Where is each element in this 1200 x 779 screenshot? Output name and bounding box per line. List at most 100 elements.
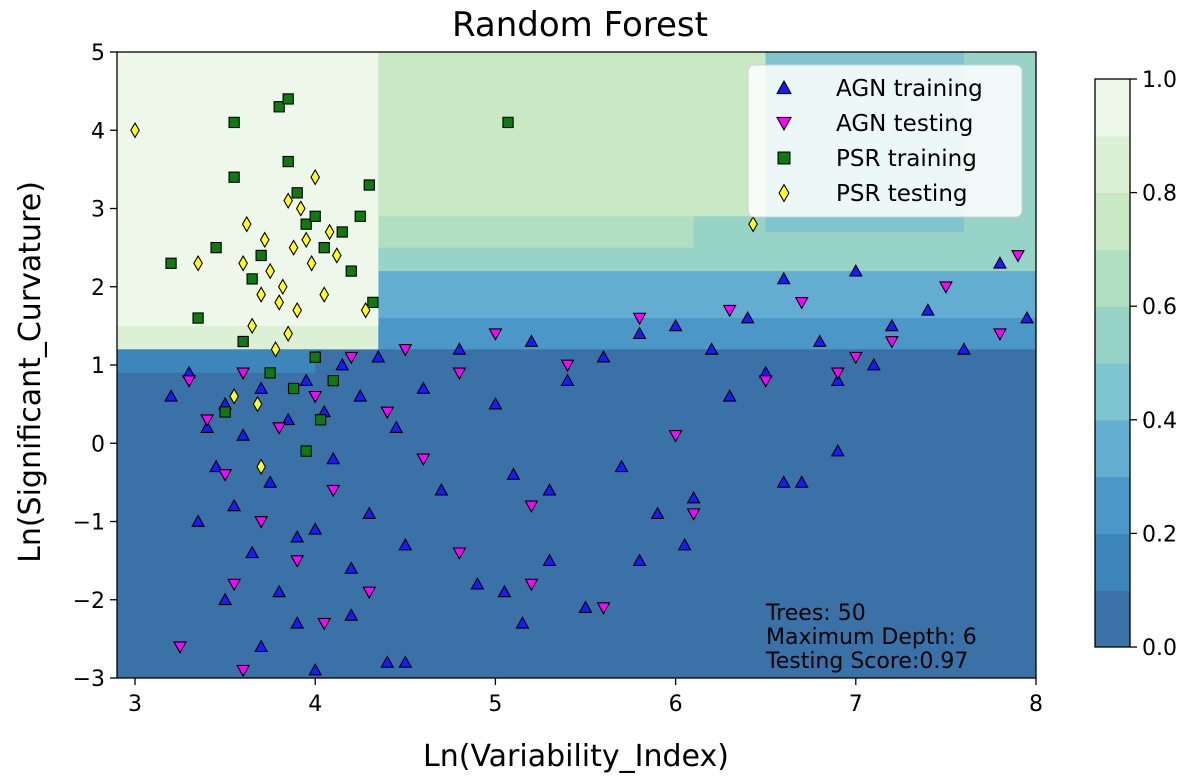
agn-testing-point bbox=[632, 312, 647, 326]
colorbar bbox=[1095, 79, 1130, 648]
psr-training-point bbox=[210, 241, 222, 254]
psr-training-point bbox=[219, 406, 231, 418]
agn-training-point bbox=[398, 655, 413, 668]
legend-label-agn-training: AGN training bbox=[836, 76, 983, 102]
agn-training-point bbox=[740, 310, 755, 324]
colorbar-level bbox=[1095, 135, 1130, 194]
psr-testing-point bbox=[256, 286, 266, 303]
psr-testing-point bbox=[306, 254, 317, 272]
psr-testing-point bbox=[270, 341, 281, 358]
legend-label-psr-training: PSR training bbox=[836, 146, 977, 172]
agn-training-point bbox=[884, 318, 899, 332]
agn-training-point bbox=[497, 584, 512, 598]
agn-testing-point bbox=[227, 578, 242, 592]
agn-testing-point bbox=[308, 390, 323, 404]
colorbar-frame bbox=[1094, 78, 1131, 648]
agn-training-point bbox=[371, 350, 386, 363]
psr-testing-point bbox=[301, 231, 312, 249]
y-tick-label: 2 bbox=[91, 276, 105, 301]
psr-training-point bbox=[255, 249, 267, 262]
legend-marker-psr-training bbox=[777, 151, 791, 165]
agn-training-point bbox=[353, 389, 368, 402]
agn-training-point bbox=[830, 443, 845, 457]
y-tick-label: −3 bbox=[73, 667, 105, 692]
x-tick-label: 5 bbox=[488, 692, 502, 717]
agn-training-point bbox=[191, 514, 206, 527]
psr-training-point bbox=[282, 93, 294, 105]
x-tick-label: 3 bbox=[128, 692, 142, 717]
agn-training-point bbox=[956, 342, 971, 355]
colorbar-level bbox=[1095, 363, 1130, 421]
x-tick-label: 8 bbox=[1029, 692, 1043, 717]
data-points bbox=[130, 93, 1034, 678]
agn-testing-point bbox=[398, 343, 413, 357]
contour-region bbox=[117, 349, 316, 373]
agn-training-point bbox=[515, 616, 530, 629]
legend-label-agn-testing: AGN testing bbox=[836, 111, 973, 137]
psr-testing-point bbox=[360, 301, 371, 319]
psr-testing-point bbox=[241, 215, 252, 233]
colorbar-ticks: 0.0 0.2 0.4 0.6 0.8 1.0 bbox=[1130, 68, 1177, 661]
agn-testing-point bbox=[326, 484, 341, 498]
psr-training-point bbox=[228, 171, 240, 183]
agn-training-point bbox=[218, 592, 233, 606]
agn-testing-point bbox=[488, 328, 503, 341]
contour-region bbox=[117, 52, 379, 326]
agn-training-point bbox=[389, 420, 404, 433]
psr-testing-point bbox=[274, 294, 285, 311]
agn-training-point bbox=[776, 475, 791, 488]
psr-testing-point bbox=[295, 200, 306, 217]
agn-training-point bbox=[704, 342, 719, 355]
agn-training-point bbox=[434, 483, 449, 496]
agn-training-point bbox=[668, 318, 683, 332]
agn-testing-point bbox=[182, 375, 197, 388]
agn-training-point bbox=[362, 506, 377, 520]
x-tick-label: 4 bbox=[308, 692, 322, 717]
agn-training-point bbox=[290, 530, 305, 543]
psr-training-point bbox=[309, 210, 321, 222]
psr-training-point bbox=[291, 187, 303, 199]
agn-training-point bbox=[542, 553, 557, 566]
agn-testing-point bbox=[380, 406, 395, 420]
psr-training-point bbox=[314, 414, 327, 426]
agn-training-point bbox=[326, 451, 341, 465]
psr-training-point bbox=[165, 257, 177, 269]
agn-training-point bbox=[920, 303, 935, 316]
psr-testing-point bbox=[292, 301, 303, 319]
psr-training-point bbox=[264, 367, 276, 379]
y-tick-label: 4 bbox=[91, 119, 105, 144]
agn-testing-point bbox=[993, 328, 1007, 341]
agn-testing-point bbox=[830, 367, 845, 380]
colorbar-level bbox=[1095, 79, 1130, 137]
contour-region bbox=[117, 372, 316, 405]
psr-testing-point bbox=[252, 395, 263, 413]
y-tick-label: 3 bbox=[91, 198, 105, 223]
agn-testing-point bbox=[416, 453, 431, 467]
x-axis-ticks: 3 4 5 6 7 8 bbox=[128, 678, 1043, 717]
agn-training-point bbox=[866, 357, 881, 371]
agn-training-point bbox=[236, 428, 251, 441]
agn-training-point bbox=[524, 334, 539, 347]
agn-testing-point bbox=[290, 555, 305, 568]
psr-testing-point bbox=[193, 254, 203, 272]
colorbar-tick-label: 0.6 bbox=[1142, 295, 1177, 320]
agn-training-point bbox=[794, 475, 809, 488]
agn-training-point bbox=[380, 655, 395, 668]
agn-testing-point bbox=[1011, 250, 1025, 263]
agn-training-point bbox=[650, 506, 665, 520]
agn-testing-point bbox=[686, 508, 701, 521]
colorbar-level bbox=[1095, 306, 1130, 364]
agn-testing-point bbox=[317, 617, 332, 631]
annotation-max-depth: Maximum Depth: 6 bbox=[766, 625, 977, 650]
legend-label-psr-testing: PSR testing bbox=[836, 181, 968, 207]
agn-testing-point bbox=[173, 641, 188, 654]
agn-training-point bbox=[245, 545, 260, 559]
colorbar-level bbox=[1095, 192, 1130, 250]
colorbar-tick-label: 0.8 bbox=[1142, 182, 1177, 207]
agn-testing-point bbox=[596, 602, 611, 615]
agn-testing-point bbox=[722, 304, 737, 318]
psr-training-point bbox=[237, 335, 249, 348]
psr-testing-point bbox=[310, 168, 321, 186]
colorbar-level bbox=[1095, 590, 1130, 648]
y-tick-label: 1 bbox=[91, 354, 105, 379]
